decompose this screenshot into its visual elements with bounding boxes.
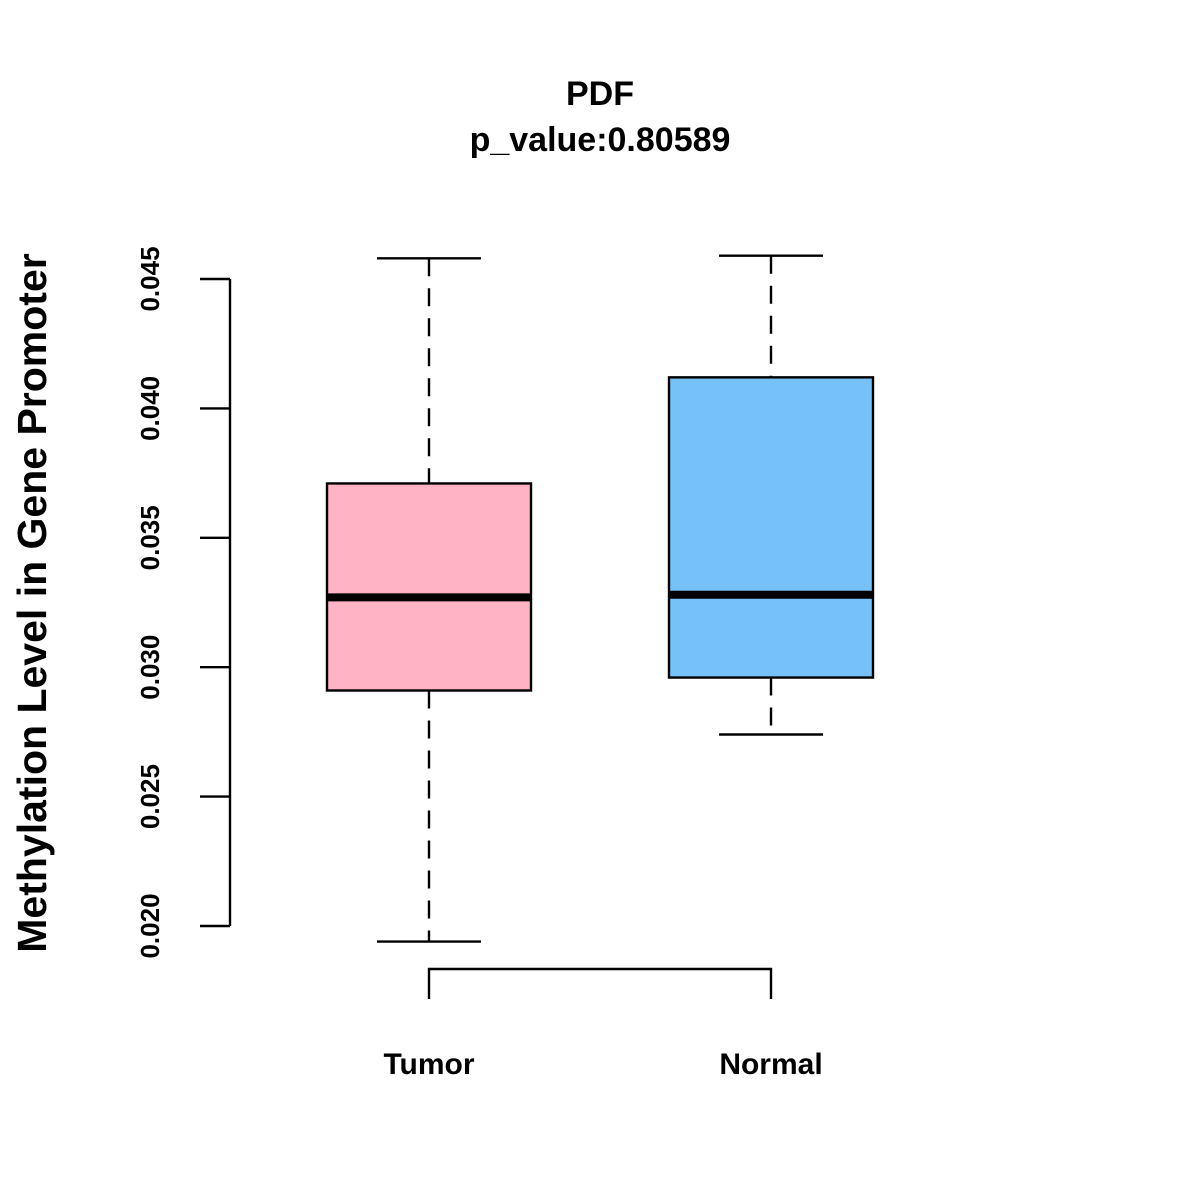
iqr-box bbox=[325, 482, 533, 692]
x-category-label: Normal bbox=[719, 1048, 822, 1081]
box-tumor bbox=[325, 257, 533, 943]
box-series bbox=[325, 254, 875, 943]
y-axis: 0.020 0.025 0.030 0.035 0.040 0.045 bbox=[135, 246, 232, 959]
y-tick-label: 0.030 bbox=[135, 635, 165, 700]
bracket-line bbox=[427, 967, 773, 999]
y-tick-label: 0.020 bbox=[135, 893, 165, 958]
chart-subtitle: p_value:0.80589 bbox=[470, 121, 731, 159]
iqr-box bbox=[667, 376, 875, 679]
x-axis-labels: Tumor Normal bbox=[383, 1048, 822, 1081]
y-tick-label: 0.045 bbox=[135, 246, 165, 311]
x-category-label: Tumor bbox=[383, 1048, 474, 1081]
y-tick-label: 0.040 bbox=[135, 376, 165, 441]
y-tick-label: 0.025 bbox=[135, 764, 165, 829]
comparison-bracket bbox=[427, 967, 773, 999]
y-axis-label: Methylation Level in Gene Promoter bbox=[9, 253, 55, 952]
y-tick-label: 0.035 bbox=[135, 505, 165, 570]
chart-title: PDF bbox=[566, 75, 634, 113]
box-normal bbox=[667, 254, 875, 736]
